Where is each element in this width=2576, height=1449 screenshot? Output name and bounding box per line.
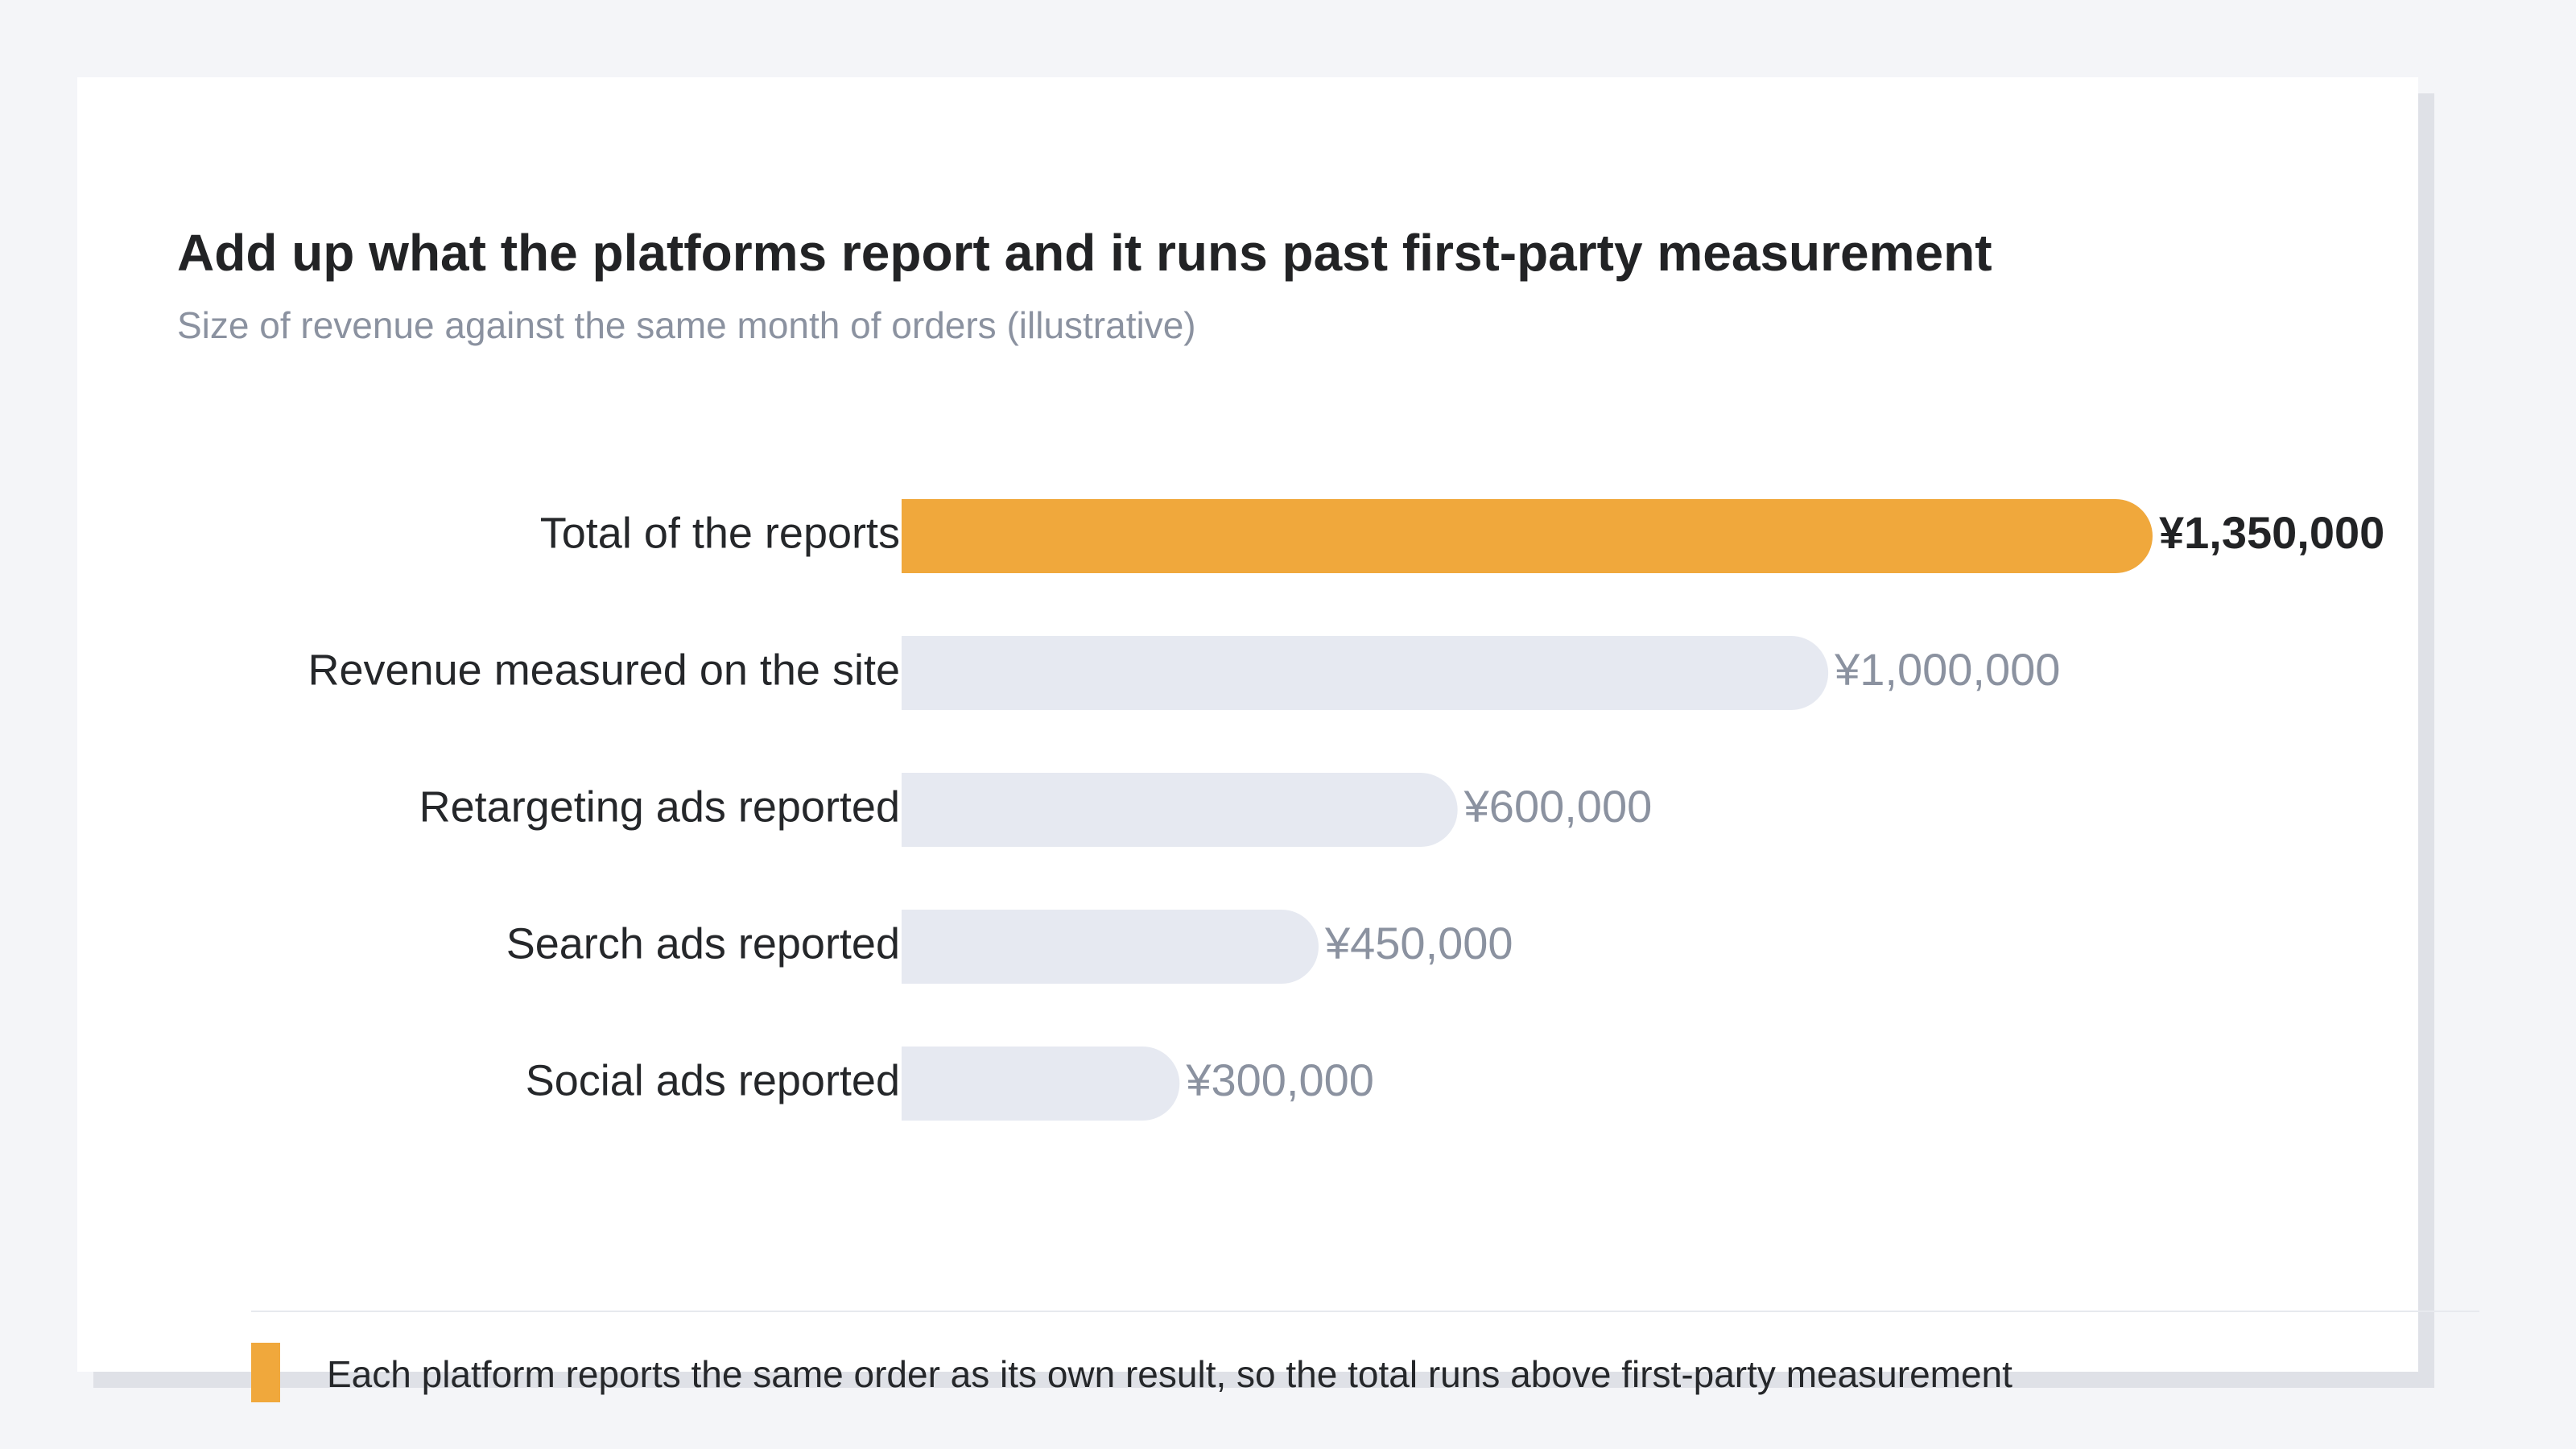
category-label-2: Revenue measured on the site (308, 646, 900, 694)
bar-chart: Total of the reports ¥1,350,000 Revenue me… (308, 499, 2384, 1121)
bar-2 (902, 636, 1829, 710)
category-label-1: Total of the reports (540, 509, 900, 557)
value-label-5: ¥300,000 (1185, 1055, 1374, 1105)
value-label-2: ¥1,000,000 (1834, 644, 2060, 695)
bar-4 (902, 910, 1319, 984)
category-label-5: Social ads reported (526, 1056, 900, 1104)
bar-5 (902, 1046, 1180, 1121)
bar-1 (902, 499, 2153, 573)
chart-title: Add up what the platforms report and it … (177, 224, 1992, 282)
value-label-1: ¥1,350,000 (2159, 507, 2384, 558)
chart-card: Add up what the platforms report and it … (77, 77, 2479, 1402)
legend-swatch (251, 1343, 280, 1402)
bar-3 (902, 773, 1458, 847)
legend-divider (251, 1311, 2479, 1312)
value-label-4: ¥450,000 (1324, 918, 1513, 968)
category-label-4: Search ads reported (506, 919, 900, 968)
chart-subtitle: Size of revenue against the same month o… (177, 304, 1196, 346)
legend-text: Each platform reports the same order as … (327, 1353, 2013, 1395)
value-label-3: ¥600,000 (1463, 781, 1653, 832)
category-label-3: Retargeting ads reported (419, 782, 900, 831)
